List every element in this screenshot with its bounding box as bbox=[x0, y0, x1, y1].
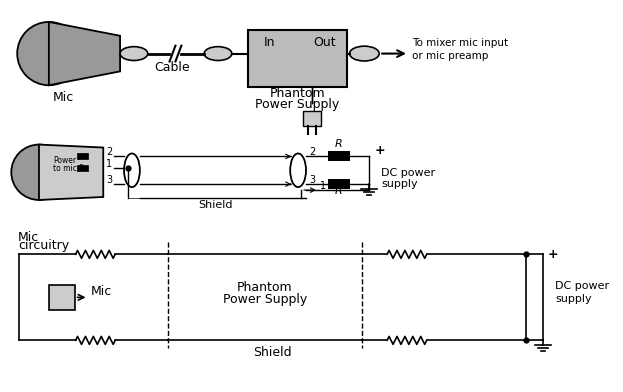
Text: +: + bbox=[374, 145, 385, 158]
Bar bbox=[328, 179, 350, 189]
Text: Phantom: Phantom bbox=[237, 281, 293, 294]
Bar bbox=[77, 154, 88, 160]
Text: Mic: Mic bbox=[90, 285, 112, 298]
Text: R: R bbox=[335, 138, 343, 149]
Text: Power Supply: Power Supply bbox=[255, 98, 340, 111]
Text: Cable: Cable bbox=[155, 62, 190, 74]
Bar bbox=[248, 30, 346, 87]
Text: To mixer mic input: To mixer mic input bbox=[412, 38, 508, 48]
Ellipse shape bbox=[11, 145, 67, 200]
Ellipse shape bbox=[204, 47, 232, 60]
Text: DC power: DC power bbox=[555, 281, 609, 292]
Text: 1: 1 bbox=[320, 181, 326, 191]
Bar bbox=[77, 165, 88, 171]
Text: R: R bbox=[79, 155, 84, 162]
Bar bbox=[303, 111, 321, 126]
Text: R: R bbox=[79, 164, 84, 170]
Text: or mic preamp: or mic preamp bbox=[412, 51, 488, 60]
Text: DC power: DC power bbox=[381, 168, 435, 178]
Text: In: In bbox=[264, 36, 275, 49]
Text: Phantom: Phantom bbox=[269, 87, 325, 100]
Text: R: R bbox=[335, 186, 343, 196]
Text: circuitry: circuitry bbox=[18, 240, 69, 252]
Text: Mic: Mic bbox=[18, 230, 39, 243]
Text: 2: 2 bbox=[309, 147, 315, 158]
Text: Mic: Mic bbox=[53, 91, 74, 104]
Text: Power Supply: Power Supply bbox=[223, 293, 307, 306]
Ellipse shape bbox=[17, 22, 80, 85]
Ellipse shape bbox=[350, 46, 379, 61]
Polygon shape bbox=[39, 145, 103, 200]
Bar bbox=[49, 285, 75, 310]
Polygon shape bbox=[49, 22, 120, 85]
Text: 3: 3 bbox=[107, 175, 112, 185]
Text: to mic: to mic bbox=[53, 164, 77, 173]
Text: supply: supply bbox=[381, 179, 418, 189]
Text: supply: supply bbox=[555, 294, 592, 304]
Ellipse shape bbox=[120, 47, 148, 60]
Text: Out: Out bbox=[313, 36, 336, 49]
Text: Shield: Shield bbox=[253, 346, 292, 359]
Text: Shield: Shield bbox=[197, 200, 232, 210]
Bar bbox=[328, 151, 350, 162]
Text: +: + bbox=[548, 248, 558, 261]
Text: 3: 3 bbox=[309, 175, 315, 185]
Text: 2: 2 bbox=[107, 147, 113, 158]
Text: Power: Power bbox=[53, 156, 76, 165]
Text: 1: 1 bbox=[107, 159, 112, 169]
